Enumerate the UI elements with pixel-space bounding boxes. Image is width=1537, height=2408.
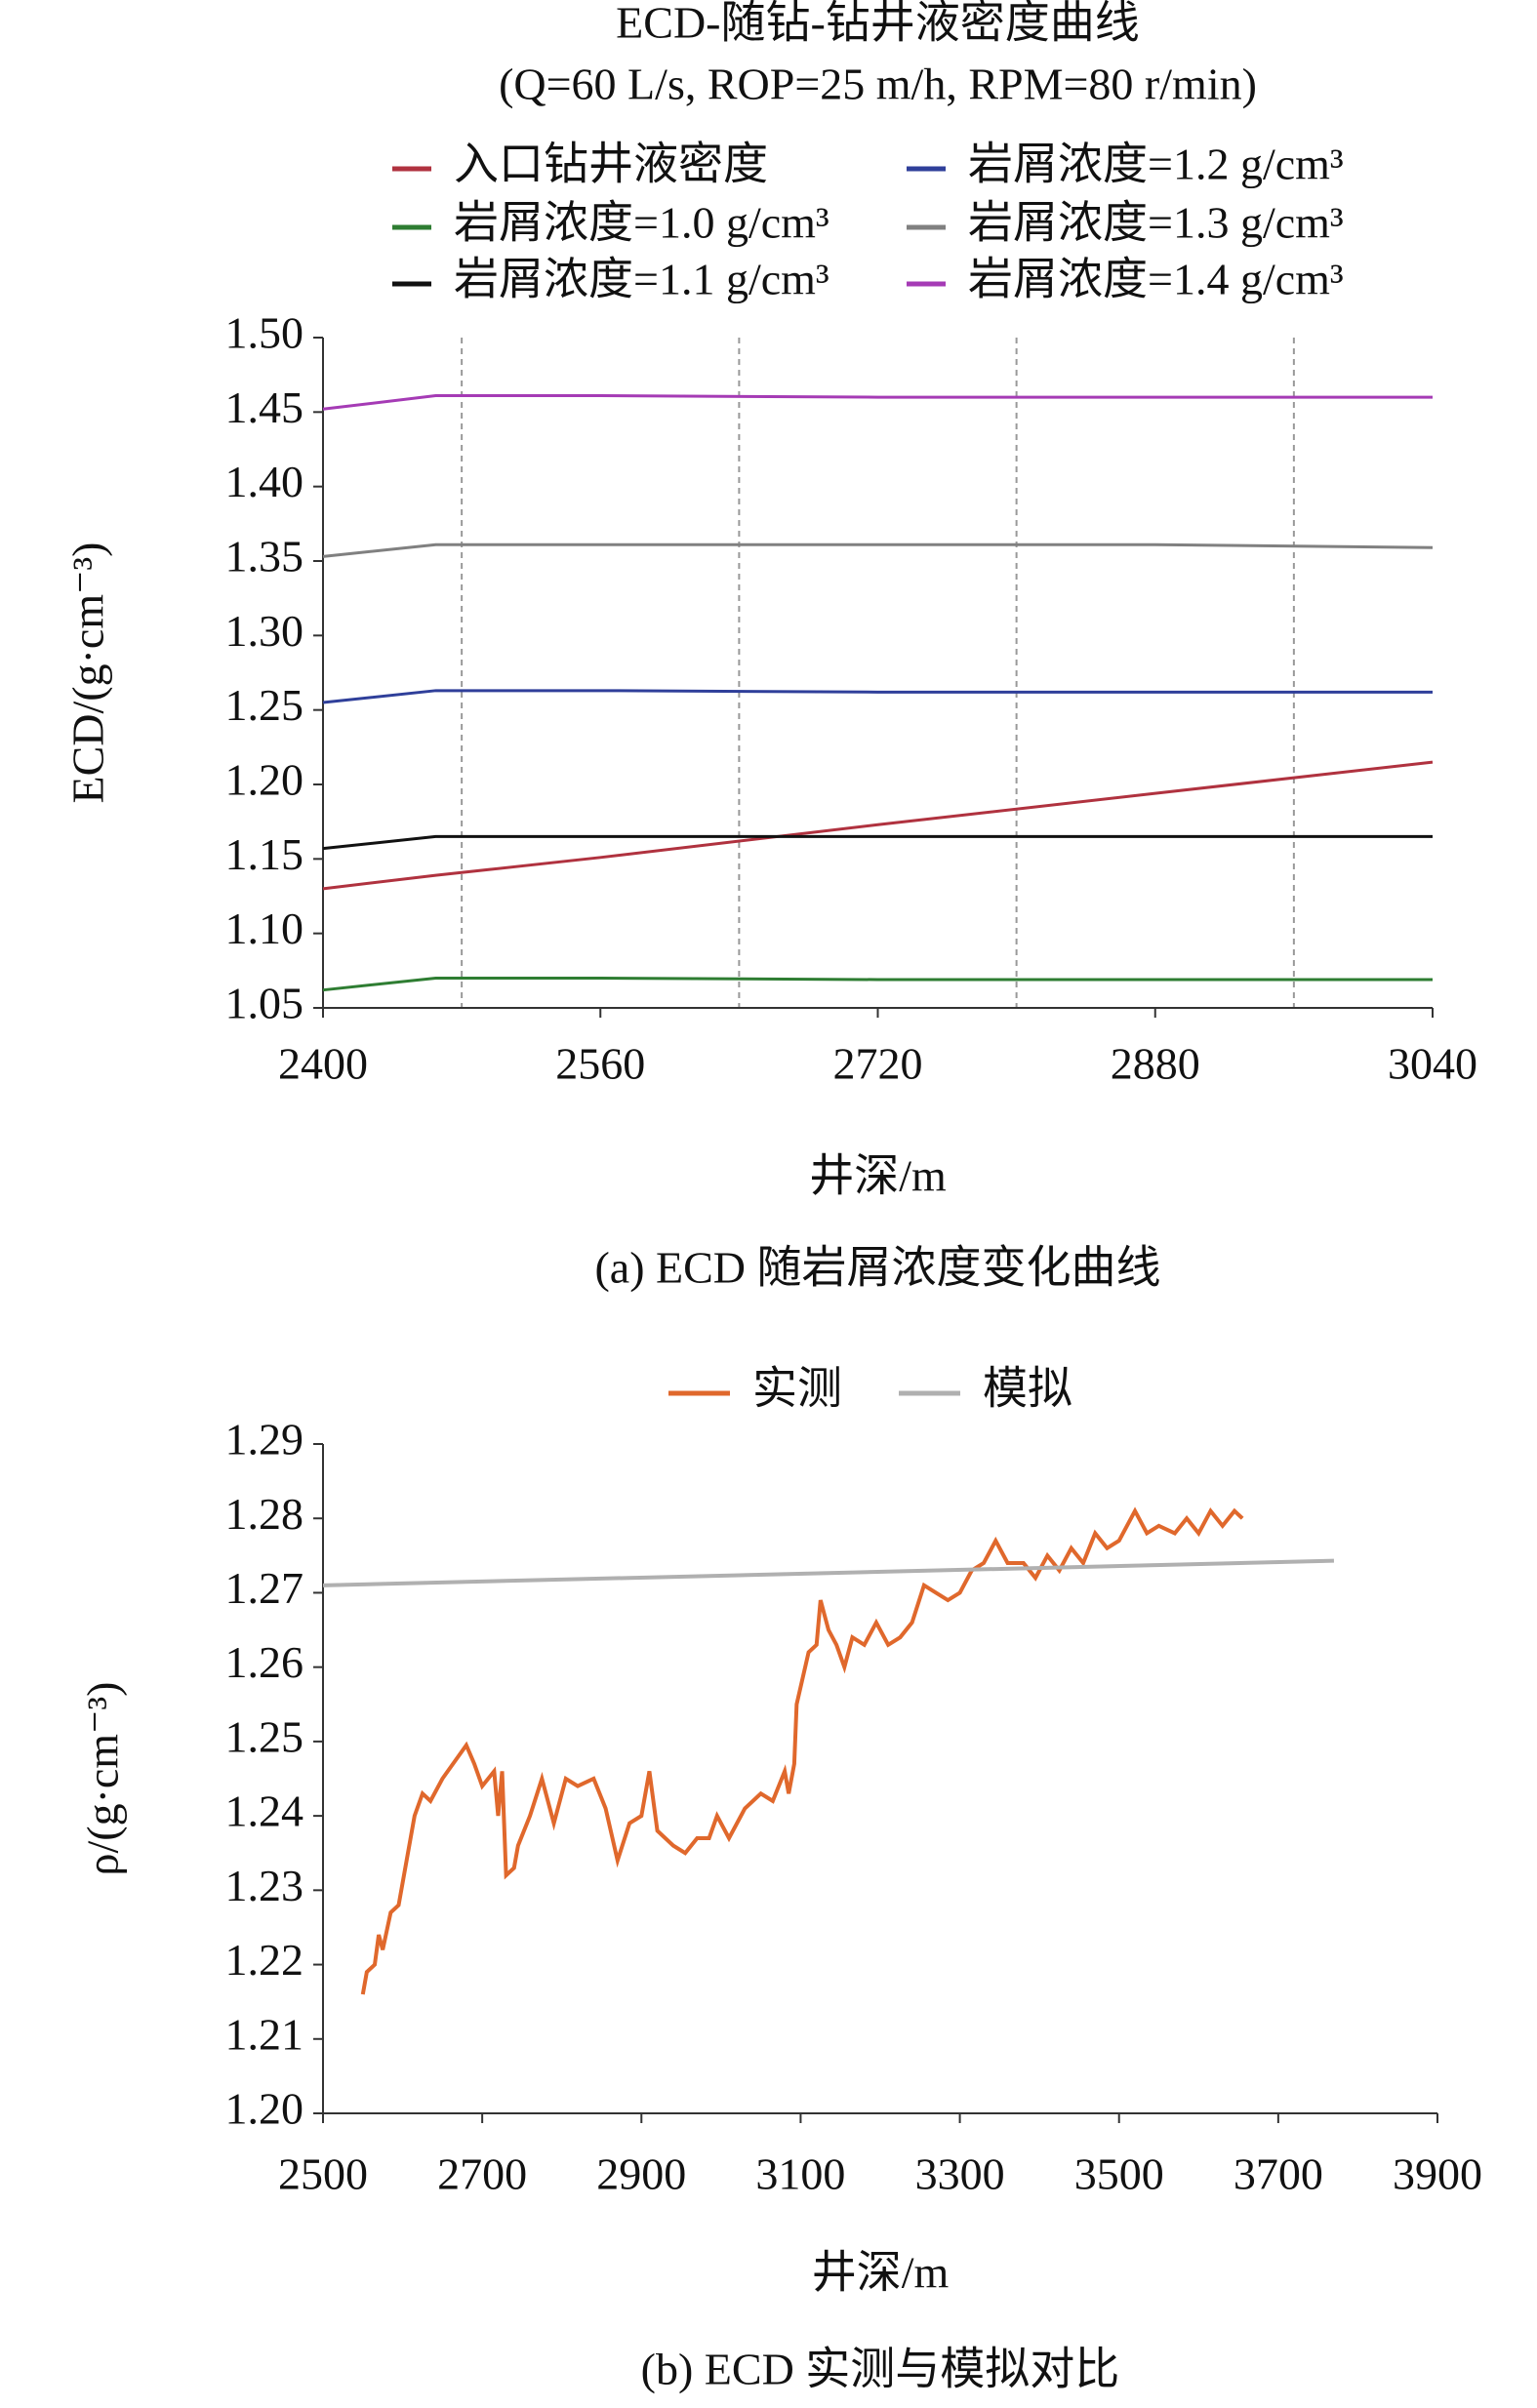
- y-tick-label: 1.45: [225, 382, 304, 432]
- chart-subtitle: (Q=60 L/s, ROP=25 m/h, RPM=80 r/min): [499, 60, 1257, 109]
- legend-label: 岩屑浓度=1.3 g/cm³: [968, 198, 1344, 248]
- legend-label: 入口钻井液密度: [454, 140, 768, 189]
- y-tick-label: 1.22: [225, 1935, 304, 1985]
- legend-label: 模拟: [983, 1364, 1072, 1414]
- y-tick-label: 1.24: [225, 1786, 304, 1836]
- x-tick-label: 2500: [278, 2149, 368, 2199]
- legend-label: 岩屑浓度=1.2 g/cm³: [968, 140, 1344, 189]
- x-tick-label: 3500: [1074, 2149, 1164, 2199]
- y-tick-label: 1.30: [225, 606, 304, 656]
- y-tick-label: 1.35: [225, 532, 304, 582]
- y-tick-label: 1.10: [225, 903, 304, 953]
- chart-title: ECD-随钻-钻井液密度曲线: [616, 0, 1140, 48]
- y-tick-label: 1.28: [225, 1489, 304, 1539]
- y-tick-label: 1.15: [225, 829, 304, 879]
- series-line: [322, 394, 1433, 411]
- x-tick-label: 2560: [555, 1039, 645, 1089]
- series-line: [322, 542, 1434, 558]
- x-tick-label: 3040: [1388, 1039, 1477, 1089]
- y-tick-label: 1.40: [225, 457, 304, 506]
- y-tick-label: 1.25: [225, 1711, 304, 1761]
- y-tick-label: 1.26: [225, 1637, 304, 1687]
- x-tick-label: 2900: [596, 2149, 686, 2199]
- y-tick-label: 1.23: [225, 1861, 304, 1910]
- legend-label: 岩屑浓度=1.4 g/cm³: [968, 255, 1344, 304]
- series-line: [322, 689, 1433, 704]
- series-line: [322, 976, 1433, 992]
- x-tick-label: 2700: [437, 2149, 527, 2199]
- y-tick-label: 1.50: [225, 308, 304, 358]
- caption: (a) ECD 随岩屑浓度变化曲线: [594, 1243, 1160, 1293]
- x-axis-label: 井深/m: [812, 2248, 950, 2298]
- x-tick-label: 2400: [278, 1039, 368, 1089]
- y-tick-label: 1.25: [225, 680, 304, 730]
- legend-label: 实测: [752, 1364, 842, 1414]
- y-tick-label: 1.05: [225, 979, 304, 1028]
- y-axis-label: ρ/(g·cm⁻³): [78, 1682, 128, 1876]
- series-line: [322, 760, 1434, 891]
- legend-label: 岩屑浓度=1.0 g/cm³: [454, 198, 829, 248]
- series-line: [322, 1558, 1335, 1587]
- y-tick-label: 1.20: [225, 755, 304, 805]
- y-tick-label: 1.29: [225, 1415, 304, 1465]
- x-tick-label: 2880: [1111, 1039, 1200, 1089]
- x-tick-label: 3300: [915, 2149, 1005, 2199]
- y-axis-label: ECD/(g·cm⁻³): [63, 542, 113, 803]
- legend-label: 岩屑浓度=1.1 g/cm³: [454, 255, 829, 304]
- y-tick-label: 1.20: [225, 2084, 304, 2134]
- series-line: [360, 1506, 1244, 1995]
- y-tick-label: 1.21: [225, 2009, 304, 2059]
- x-tick-label: 2720: [833, 1039, 923, 1089]
- caption: (b) ECD 实测与模拟对比: [641, 2345, 1120, 2394]
- x-tick-label: 3700: [1234, 2149, 1323, 2199]
- series-line: [322, 834, 1433, 851]
- x-axis-label: 井深/m: [809, 1151, 947, 1201]
- x-tick-label: 3100: [755, 2149, 845, 2199]
- y-tick-label: 1.27: [225, 1563, 304, 1613]
- x-tick-label: 3900: [1393, 2149, 1482, 2199]
